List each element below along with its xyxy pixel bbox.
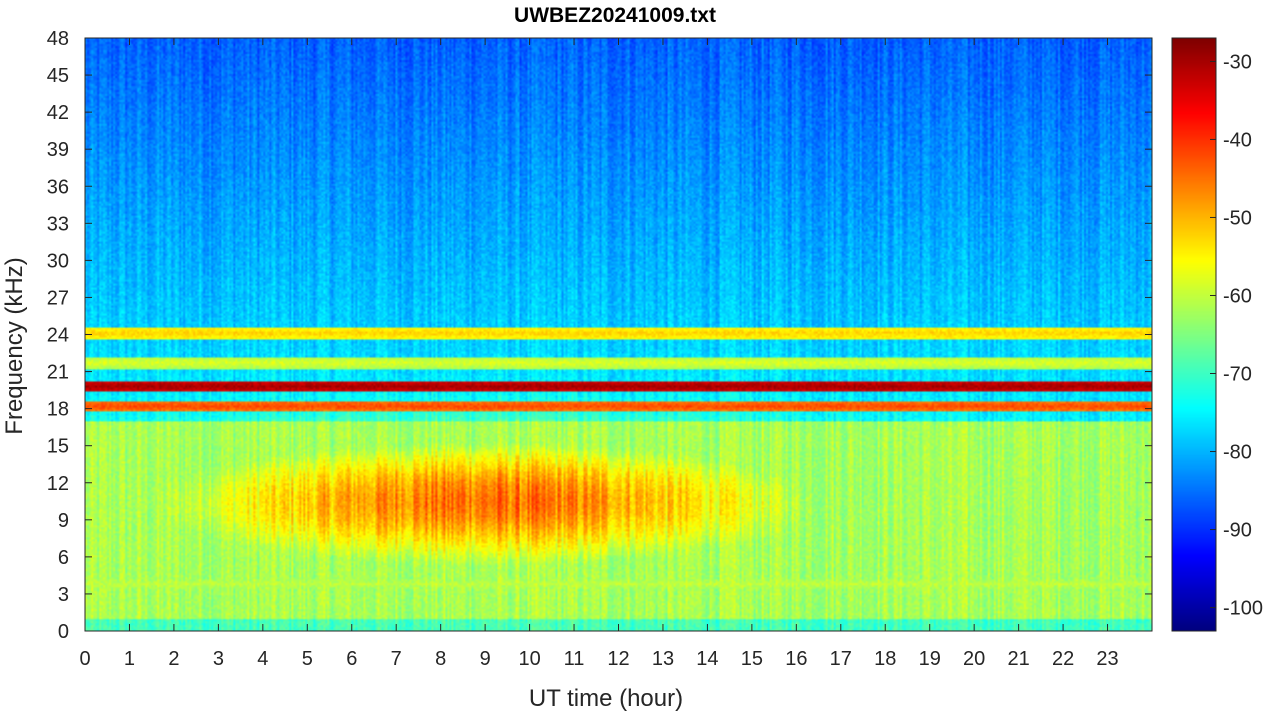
y-tick-label: 21 (47, 362, 69, 384)
colorbar-tick-label: -40 (1223, 129, 1252, 151)
y-tick-label: 24 (47, 325, 69, 347)
y-tick-label: 15 (47, 436, 69, 458)
y-tick-label: 45 (47, 65, 69, 87)
x-axis: 0 1 2 3 4 5 6 7 8 9 10 11 12 13 14 15 16 17 18 19 20 21 22 23 (79, 38, 1119, 670)
y-tick-label: 39 (47, 139, 69, 161)
y-axis-label: Frequency (kHz) (1, 257, 28, 434)
colorbar-tick-label: -80 (1223, 442, 1252, 464)
x-tick-label: 4 (257, 648, 268, 670)
colorbar-tick-label: -90 (1223, 520, 1252, 542)
x-tick-label: 11 (564, 648, 585, 670)
colorbar-tick-label: -60 (1223, 285, 1252, 307)
colorbar-tick-label: -70 (1223, 364, 1252, 386)
x-tick-label: 9 (480, 648, 491, 670)
x-tick-label: 22 (1052, 648, 1074, 670)
colorbar-gradient (1172, 38, 1216, 631)
y-tick-label: 6 (58, 547, 69, 569)
x-tick-label: 13 (652, 648, 674, 670)
y-tick-label: 18 (47, 399, 69, 421)
x-tick-label: 19 (919, 648, 941, 670)
y-tick-label: 42 (47, 102, 69, 124)
y-tick-label: 27 (47, 287, 69, 309)
y-tick-label: 48 (47, 28, 69, 50)
colorbar-tick-label: -30 (1223, 51, 1252, 73)
x-tick-label: 18 (874, 648, 896, 670)
x-tick-label: 1 (124, 648, 135, 670)
x-tick-label: 3 (213, 648, 224, 670)
y-tick-label: 33 (47, 213, 69, 235)
y-tick-label: 30 (47, 250, 69, 272)
x-tick-label: 0 (79, 648, 90, 670)
plot-area (84, 37, 1153, 632)
x-tick-label: 8 (435, 648, 446, 670)
x-tick-label: 17 (830, 648, 852, 670)
colorbar-frame (1171, 37, 1217, 632)
x-tick-label: 14 (696, 648, 718, 670)
x-tick-label: 21 (1008, 648, 1030, 670)
spectrogram-image (85, 38, 1152, 631)
x-axis-label: UT time (hour) (529, 685, 683, 712)
x-tick-label: 7 (391, 648, 402, 670)
x-tick-label: 6 (346, 648, 357, 670)
y-tick-label: 12 (47, 473, 69, 495)
x-tick-label: 16 (785, 648, 807, 670)
colorbar-tick-label: -50 (1223, 207, 1252, 229)
x-tick-label: 2 (168, 648, 179, 670)
x-tick-label: 20 (963, 648, 985, 670)
y-tick-label: 3 (58, 584, 69, 606)
x-tick-label: 12 (607, 648, 629, 670)
x-tick-label: 5 (302, 648, 313, 670)
colorbar-ticks: -30 -40 -50 -60 -70 -80 -90 -100 (1210, 51, 1263, 620)
y-tick-label: 0 (58, 621, 69, 643)
chart-title: UWBEZ20241009.txt (514, 4, 716, 27)
y-tick-label: 36 (47, 176, 69, 198)
colorbar-tick-label: -100 (1223, 598, 1263, 620)
x-tick-label: 23 (1096, 648, 1118, 670)
x-tick-label: 15 (741, 648, 763, 670)
colorbar: -30 -40 -50 -60 -70 -80 -90 -100 (1171, 37, 1263, 632)
y-tick-label: 9 (58, 510, 69, 532)
x-tick-label: 10 (518, 648, 540, 670)
